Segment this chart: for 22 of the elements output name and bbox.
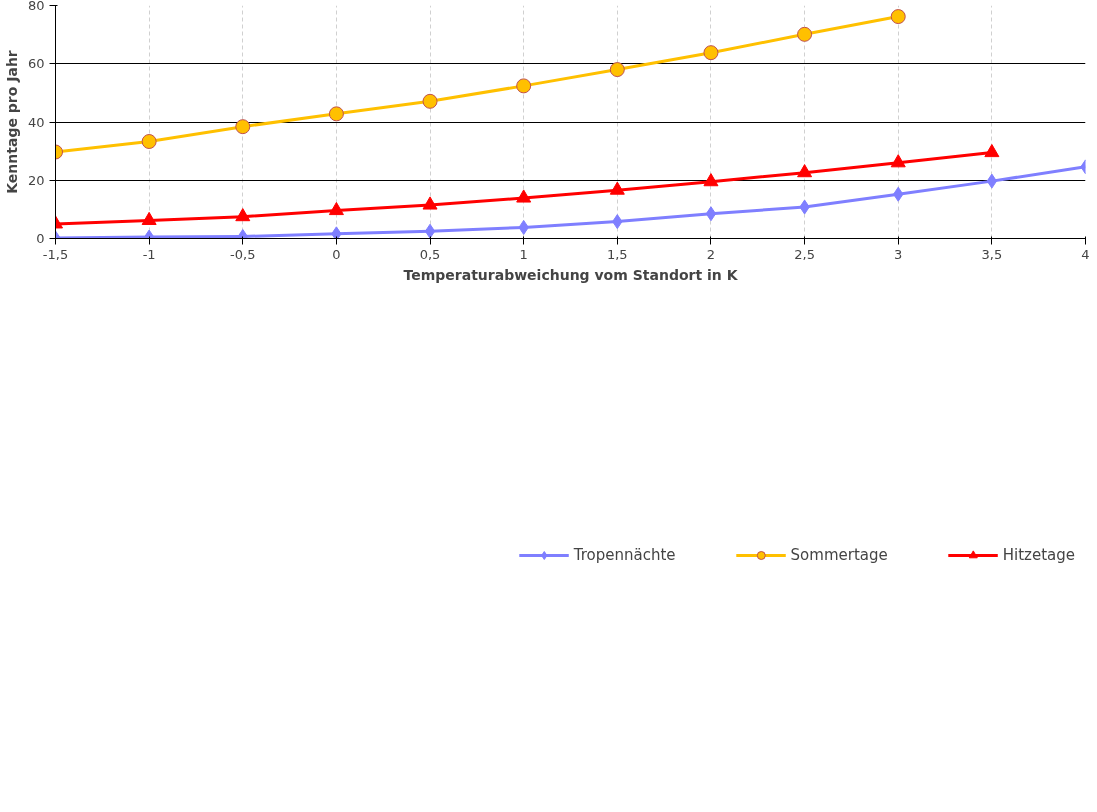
y-axis-title: Kenntage pro Jahr: [3, 50, 20, 194]
x-tick-label: 1: [519, 246, 528, 262]
x-tick-label: 2: [706, 246, 716, 262]
x-tick-label: 0,5: [419, 246, 441, 262]
legend-label: Hitzetage: [1002, 546, 1075, 564]
y-tick-label: 60: [27, 56, 45, 72]
x-tick-label: -0,5: [230, 246, 256, 262]
y-tick-label: 40: [27, 114, 45, 130]
x-tick-label: 4: [1081, 246, 1090, 262]
y-tick-label: 20: [27, 172, 45, 188]
x-tick-label: 2,5: [794, 246, 815, 262]
x-tick-label: 0: [332, 246, 341, 262]
x-tick-label: 1,5: [606, 246, 628, 262]
x-tick-label: -1,5: [42, 246, 69, 262]
x-tick-label: 3,5: [981, 246, 1003, 262]
legend-label: Tropennächte: [573, 546, 676, 564]
y-tick-label: 0: [36, 231, 45, 246]
x-axis-title: Temperaturabweichung vom Standort in K: [403, 266, 739, 283]
x-tick-label: 3: [894, 246, 903, 262]
x-tick-label: -1: [142, 246, 156, 262]
legend-label: Sommertage: [790, 546, 888, 564]
y-tick-label: 80: [27, 0, 45, 13]
